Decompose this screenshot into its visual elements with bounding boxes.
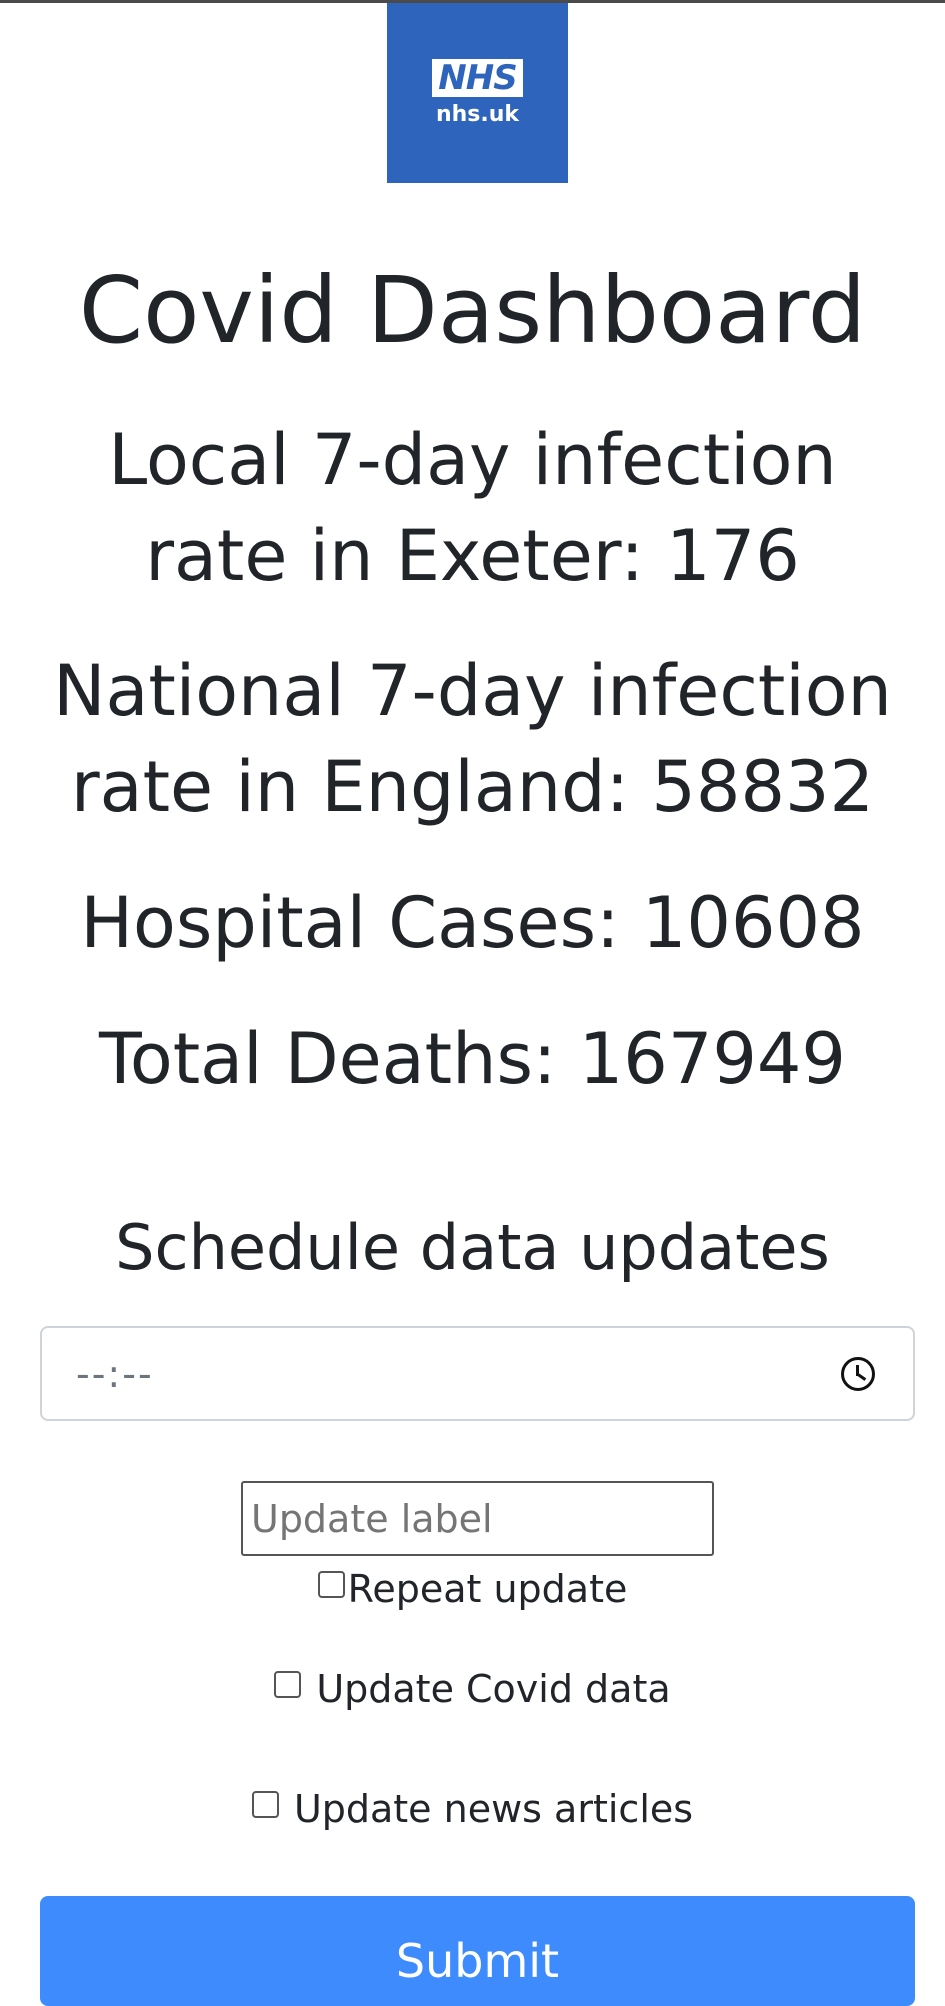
total-deaths: Total Deaths: 167949 [99, 1018, 846, 1100]
update-time-input[interactable]: --:-- [40, 1326, 915, 1421]
repeat-update-checkbox[interactable] [317, 1570, 345, 1598]
nhs-logo[interactable]: NHS nhs.uk [387, 3, 568, 183]
schedule-title: Schedule data updates [115, 1211, 830, 1284]
update-time-value: --:-- [76, 1351, 154, 1396]
submit-button[interactable]: Submit [40, 1896, 915, 2006]
repeat-update-label: Repeat update [347, 1567, 628, 1611]
update-news-label: Update news articles [293, 1787, 694, 1831]
update-covid-option: Update Covid data [0, 1665, 945, 1713]
nhs-logo-word: NHS [432, 59, 523, 97]
local-infection-rate: Local 7-day infection rate in Exeter: 17… [108, 419, 837, 597]
update-covid-checkbox[interactable] [274, 1670, 302, 1698]
national-infection-rate: National 7-day infection rate in England… [53, 650, 892, 828]
page-title: Covid Dashboard [78, 257, 867, 364]
clock-icon[interactable] [841, 1356, 875, 1391]
update-covid-label: Update Covid data [316, 1667, 671, 1711]
update-news-option: Update news articles [0, 1785, 945, 1833]
hospital-cases: Hospital Cases: 10608 [80, 882, 865, 964]
repeat-update-option: Repeat update [0, 1565, 945, 1613]
update-news-checkbox[interactable] [251, 1790, 279, 1818]
update-label-input[interactable] [241, 1481, 714, 1556]
nhs-logo-domain: nhs.uk [435, 102, 520, 127]
